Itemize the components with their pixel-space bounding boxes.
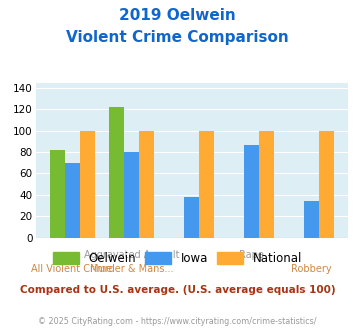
Bar [125,152,140,238]
Bar [109,107,125,238]
Text: Rape: Rape [239,250,264,260]
Text: 2019 Oelwein: 2019 Oelwein [119,8,236,23]
Text: Violent Crime Comparison: Violent Crime Comparison [66,30,289,45]
Text: Aggravated Assault: Aggravated Assault [84,250,180,260]
Bar [304,201,319,238]
Bar [319,131,334,238]
Legend: Oelwein, Iowa, National: Oelwein, Iowa, National [48,247,307,269]
Text: Compared to U.S. average. (U.S. average equals 100): Compared to U.S. average. (U.S. average … [20,285,335,295]
Text: All Violent Crime: All Violent Crime [32,264,113,274]
Bar [259,131,274,238]
Text: Robbery: Robbery [291,264,332,274]
Text: Murder & Mans...: Murder & Mans... [90,264,174,274]
Bar [65,163,80,238]
Bar [50,150,65,238]
Bar [244,145,259,238]
Bar [140,131,154,238]
Bar [184,197,199,238]
Text: © 2025 CityRating.com - https://www.cityrating.com/crime-statistics/: © 2025 CityRating.com - https://www.city… [38,317,317,326]
Bar [199,131,214,238]
Bar [80,131,94,238]
